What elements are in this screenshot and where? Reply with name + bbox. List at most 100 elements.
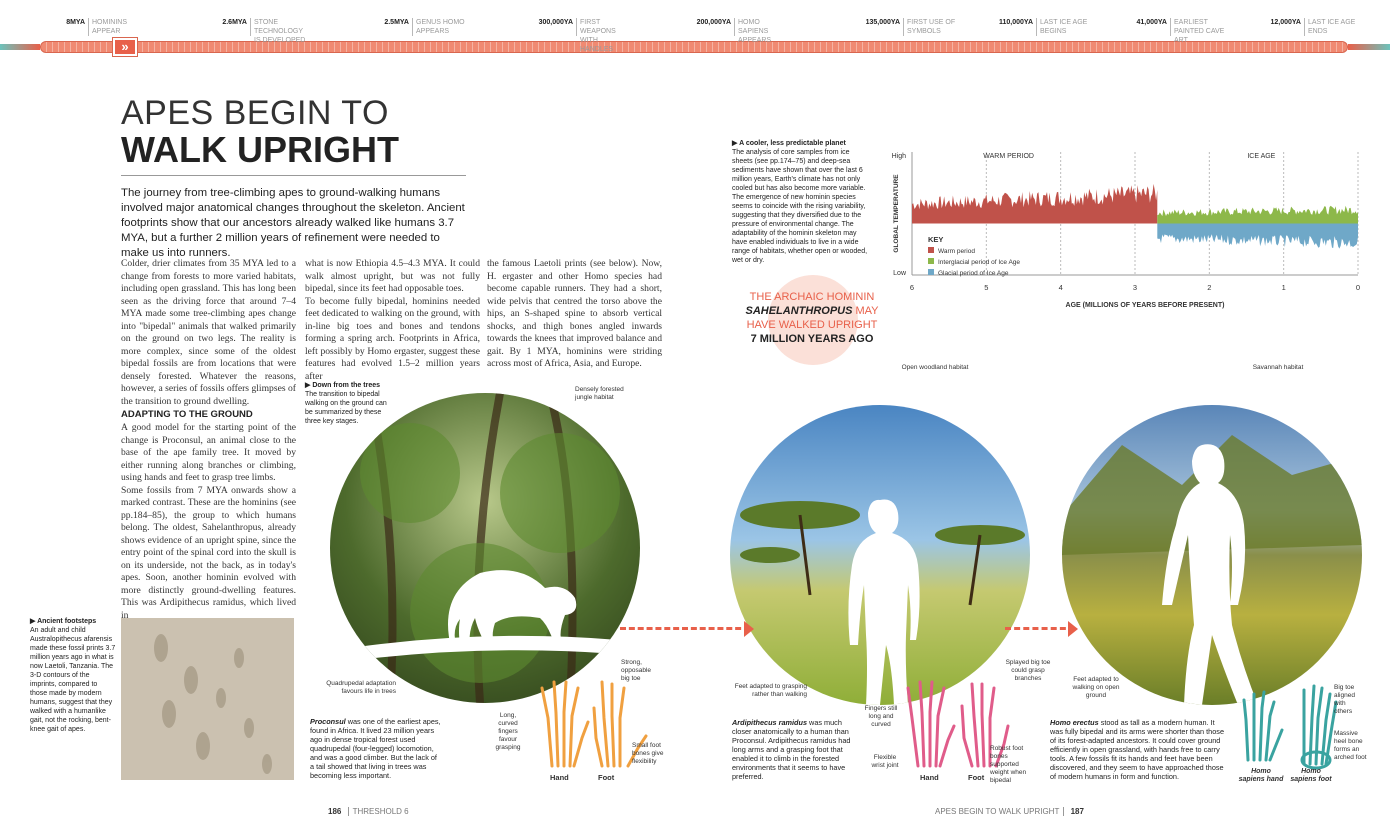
proconsul-caption: Proconsul was one of the earliest apes, … — [310, 717, 442, 780]
footer-left-text: THRESHOLD 6 — [347, 807, 409, 816]
homo-erectus-silhouette — [1162, 444, 1258, 705]
chart-series-area — [1157, 205, 1358, 224]
timeline-marker-label: FIRST WEAPONS WITH HANDLES — [576, 18, 632, 53]
trees-text: The transition to bipedal walking on the… — [305, 391, 387, 425]
ardi-foot-label: Foot — [968, 773, 985, 782]
quote-line-1: THE ARCHAIC HOMININ — [749, 291, 875, 303]
page-title: APES BEGIN TO WALK UPRIGHT — [121, 95, 399, 169]
label-fingers-still: Fingers still long and curved — [864, 705, 898, 728]
label-long-fingers: Long, curved fingers favour grasping — [495, 712, 521, 751]
proconsul-bones-svg — [540, 680, 648, 768]
ardi-hand-label: Hand — [920, 773, 939, 782]
hs-hand-label: Homo sapiens hand — [1238, 768, 1284, 783]
ardi-bones-svg — [906, 680, 1010, 768]
label-quadrupedal: Quadrupedal adaptation favours life in t… — [326, 680, 396, 695]
chart-y-title: GLOBAL TEMPERATURE — [893, 174, 900, 253]
timeline-marker-label: LAST ICE AGE BEGINS — [1036, 18, 1092, 36]
timeline-marker-date: 8MYA — [66, 19, 85, 26]
chart-legend-swatch — [928, 269, 934, 275]
jungle-habitat-circle — [330, 393, 640, 703]
chart-legend-label: Glacial period of Ice Age — [938, 270, 1009, 277]
erectus-name: Homo erectus — [1050, 718, 1099, 727]
label-splayed-toe: Splayed big toe could grasp branches — [1005, 659, 1051, 682]
footsteps-text: An adult and child Australopithecus afar… — [30, 627, 116, 733]
label-strong-toe: Strong, opposable big toe — [621, 659, 651, 682]
jungle-scene — [350, 393, 630, 703]
chart-ytick-label: High — [892, 153, 907, 160]
body-col-2: what is now Ethiopia 4.5–4.3 MYA. It cou… — [305, 258, 480, 382]
title-line-1: APES BEGIN TO — [121, 94, 389, 132]
ardi-caption: Ardipithecus ramidus was much closer ana… — [732, 718, 858, 781]
footsteps-caption: ▶ Ancient footsteps An adult and child A… — [30, 618, 116, 733]
timeline-marker[interactable]: 110,000YA LAST ICE AGE BEGINS — [999, 18, 1092, 36]
timeline-marker-date: 135,000YA — [865, 19, 900, 26]
timeline-marker-label: STONE TECHNOLOGY IS DEVELOPED — [250, 18, 306, 44]
timeline-right-cap — [1348, 44, 1390, 50]
timeline-arrow-button[interactable]: » — [112, 37, 138, 57]
chart-xtick-label: 6 — [910, 283, 914, 292]
ardi-name: Ardipithecus ramidus — [732, 718, 808, 727]
arrow-1-head — [744, 621, 754, 637]
erectus-bones — [1238, 660, 1338, 770]
quote-line-3: HAVE WALKED UPRIGHT — [746, 319, 878, 331]
chart-ytick-label: Low — [893, 270, 907, 277]
proconsul-foot-label: Foot — [598, 773, 615, 782]
timeline-marker[interactable]: 2.6MYA STONE TECHNOLOGY IS DEVELOPED — [222, 18, 306, 44]
timeline-marker-label: HOMO SAPIENS APPEARS — [734, 18, 790, 44]
chart-series-area — [912, 183, 1158, 224]
trees-caption: ▶ Down from the trees The transition to … — [305, 382, 387, 425]
footprints-photo — [121, 618, 294, 780]
quote-name: SAHELANTHROPUS — [745, 305, 853, 317]
timeline-marker-date: 12,000YA — [1270, 19, 1302, 26]
quote-block: THE ARCHAIC HOMININ SAHELANTHROPUS MAY H… — [722, 290, 902, 346]
chart-legend-label: Warm period — [938, 248, 975, 255]
label-feet-walk: Feet adapted to walking on open ground — [1072, 676, 1120, 699]
label-feet-grasp: Feet adapted to grasping rather than wal… — [734, 683, 807, 698]
timeline-marker-date: 2.6MYA — [222, 19, 247, 26]
erectus-text: stood as tall as a modern human. It was … — [1050, 718, 1224, 781]
timeline-marker[interactable]: 2.5MYA GENUS HOMO APPEARS — [384, 18, 468, 36]
label-woodland: Open woodland habitat — [901, 364, 969, 371]
quote-line-2: SAHELANTHROPUS MAY — [722, 304, 902, 318]
label-robust-foot: Robust foot bones supported weight when … — [990, 745, 1027, 784]
page-number-right: 187 — [1070, 807, 1084, 816]
timeline-marker[interactable]: 135,000YA FIRST USE OF SYMBOLS — [866, 18, 959, 36]
page-number-left: 186 — [328, 807, 342, 816]
quote-bg — [768, 275, 858, 365]
timeline-marker[interactable]: 200,000YA HOMO SAPIENS APPEARS — [697, 18, 790, 44]
chart-legend-label: Interglacial period of Ice Age — [938, 259, 1020, 266]
proconsul-hand-label: Hand — [550, 773, 569, 782]
timeline-marker[interactable]: 41,000YA EARLIEST PAINTED CAVE ART — [1137, 18, 1226, 44]
label-flexible-wrist: Flexible wrist joint — [871, 754, 899, 769]
quote-line-4: 7 MILLION YEARS AGO — [750, 333, 874, 345]
footer-right: APES BEGIN TO WALK UPRIGHT 187 — [935, 807, 1084, 816]
body-col-1: Colder, drier climates from 35 MYA led t… — [121, 258, 296, 407]
quote-may: MAY — [852, 305, 879, 317]
body-col-1b: A good model for the starting point of t… — [121, 422, 296, 621]
chart-legend-swatch — [928, 258, 934, 264]
timeline-marker-date: 41,000YA — [1136, 19, 1168, 26]
chart-xtick-label: 1 — [1282, 283, 1286, 292]
label-small-foot: Small foot bones give flexibility — [632, 742, 664, 765]
climate-caption: ▶ A cooler, less predictable planet The … — [732, 140, 868, 264]
chart-xtick-label: 0 — [1356, 283, 1360, 292]
timeline-marker-date: 300,000YA — [538, 19, 573, 26]
ardi-bones — [900, 678, 1010, 773]
timeline-marker[interactable]: 8MYA HOMININS APPEAR — [66, 18, 144, 36]
chart-legend-title: KEY — [928, 235, 943, 244]
proconsul-name: Proconsul — [310, 717, 346, 726]
woodland-habitat-circle — [730, 405, 1030, 705]
title-rule — [121, 175, 466, 176]
label-savannah: Savannah habitat — [1252, 364, 1304, 371]
ardi-text: was much closer anatomically to a human … — [732, 718, 851, 781]
timeline-marker-label: FIRST USE OF SYMBOLS — [903, 18, 959, 36]
body-col-3: the famous Laetoli prints (see below). N… — [487, 258, 662, 369]
timeline-bar: » — [0, 37, 1390, 57]
climate-text: The analysis of core samples from ice sh… — [732, 149, 868, 264]
timeline-marker[interactable]: 300,000YA FIRST WEAPONS WITH HANDLES — [539, 18, 632, 53]
footer-right-text: APES BEGIN TO WALK UPRIGHT — [935, 807, 1065, 816]
timeline-marker-date: 110,000YA — [999, 19, 1033, 26]
chart-series-area — [1157, 223, 1358, 249]
timeline-marker[interactable]: 12,000YA LAST ICE AGE ENDS — [1271, 18, 1360, 36]
trees-title: Down from the trees — [312, 382, 381, 389]
